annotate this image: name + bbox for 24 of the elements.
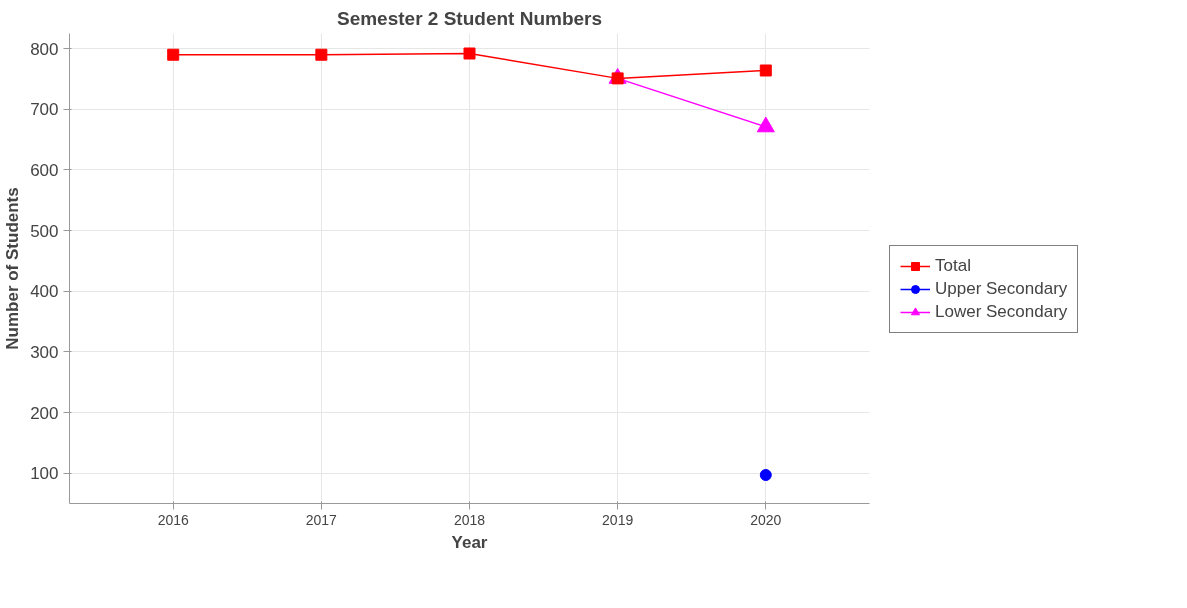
y-axis-title: Number of Students <box>3 187 23 350</box>
y-tick-label: 600 <box>30 160 59 180</box>
point <box>759 469 772 481</box>
legend-label: Upper Secondary <box>935 279 1068 299</box>
point <box>463 47 476 60</box>
x-tick-label: 2017 <box>305 511 338 528</box>
x-tick-label: 2016 <box>157 511 189 528</box>
y-tick-label: 200 <box>30 403 59 423</box>
y-tick-label: 400 <box>30 282 59 302</box>
point <box>167 48 180 61</box>
y-tick-label: 300 <box>30 342 59 362</box>
point <box>759 64 772 77</box>
x-tick-label: 2019 <box>602 511 634 528</box>
x-tick-label: 2020 <box>750 511 782 528</box>
x-axis-title: Year <box>451 532 488 552</box>
y-tick-label: 800 <box>30 39 59 59</box>
y-tick-label: 700 <box>30 100 59 120</box>
legend-label: Lower Secondary <box>935 302 1068 322</box>
x-tick-label: 2018 <box>453 511 486 528</box>
legend-label: Total <box>935 256 971 276</box>
y-tick-label: 500 <box>30 221 59 241</box>
point <box>315 48 328 61</box>
chart-title: Semester 2 Student Numbers <box>336 7 603 29</box>
y-tick-label: 100 <box>30 464 59 484</box>
